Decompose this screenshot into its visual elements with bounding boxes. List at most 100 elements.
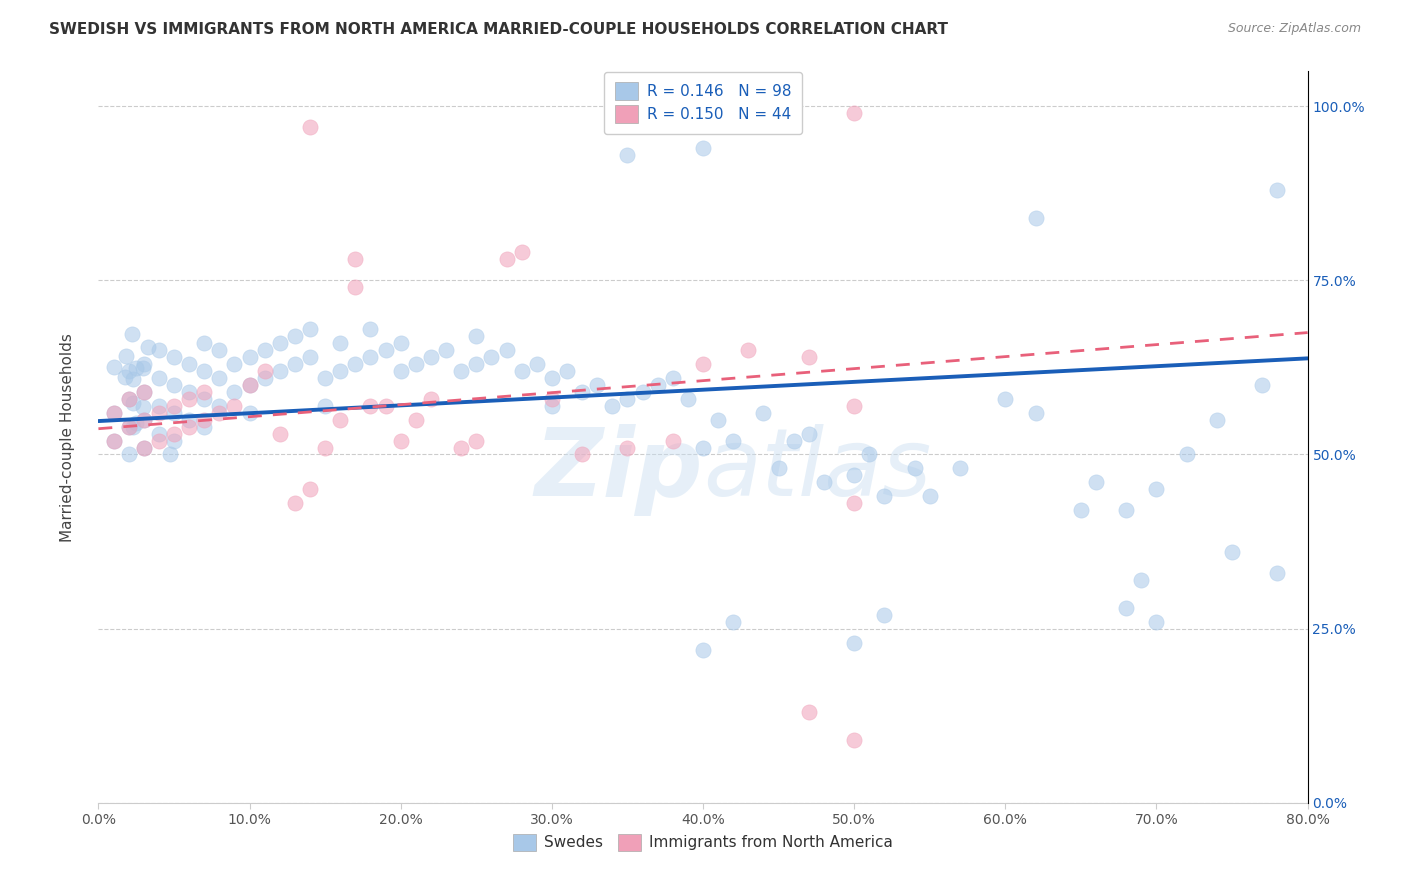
Point [193,392,215,406]
Point [131,360,153,375]
Point [118,448,141,462]
Point [269,426,291,441]
Point [329,364,352,378]
Point [208,371,231,385]
Point [131,400,153,414]
Point [125,416,148,430]
Point [813,475,835,490]
Point [148,399,170,413]
Legend: Swedes, Immigrants from North America: Swedes, Immigrants from North America [508,828,898,857]
Point [1085,475,1108,490]
Point [465,434,488,448]
Point [193,384,215,399]
Point [1070,503,1092,517]
Point [873,489,896,503]
Point [299,483,322,497]
Point [873,607,896,622]
Y-axis label: Married-couple Households: Married-couple Households [60,333,75,541]
Point [224,399,246,413]
Point [179,384,201,399]
Point [179,412,201,426]
Point [797,705,820,719]
Point [314,399,336,413]
Point [132,384,155,399]
Point [571,384,593,399]
Point [239,377,262,392]
Point [193,364,215,378]
Point [132,412,155,426]
Point [125,361,148,376]
Point [136,340,159,354]
Point [148,406,170,420]
Point [148,434,170,448]
Point [193,412,215,426]
Point [661,371,683,385]
Point [103,406,125,420]
Point [118,392,141,406]
Point [647,377,669,392]
Point [193,336,215,351]
Point [374,343,396,357]
Point [949,461,972,475]
Point [163,434,186,448]
Point [844,468,866,483]
Point [465,329,488,343]
Point [122,396,145,410]
Point [1206,412,1229,426]
Point [844,635,866,649]
Point [148,426,170,441]
Point [163,350,186,364]
Point [434,343,457,357]
Point [118,364,141,378]
Point [103,359,125,374]
Point [208,406,231,420]
Point [344,252,367,267]
Point [631,384,654,399]
Point [420,350,443,364]
Point [103,406,125,420]
Point [299,322,322,336]
Point [208,343,231,357]
Point [239,377,262,392]
Point [918,489,941,503]
Point [314,371,336,385]
Point [586,377,609,392]
Point [783,434,806,448]
Point [132,412,155,426]
Point [114,370,136,384]
Text: Source: ZipAtlas.com: Source: ZipAtlas.com [1227,22,1361,36]
Point [555,364,578,378]
Point [132,441,155,455]
Point [495,252,517,267]
Point [616,392,638,406]
Point [752,406,775,420]
Point [723,434,745,448]
Point [360,322,382,336]
Point [118,392,141,406]
Point [132,384,155,399]
Point [692,141,714,155]
Point [723,615,745,629]
Point [797,350,820,364]
Point [132,441,155,455]
Text: SWEDISH VS IMMIGRANTS FROM NORTH AMERICA MARRIED-COUPLE HOUSEHOLDS CORRELATION C: SWEDISH VS IMMIGRANTS FROM NORTH AMERICA… [49,22,948,37]
Point [299,120,322,134]
Point [465,357,488,371]
Point [1220,545,1243,559]
Point [1024,211,1046,225]
Point [269,336,291,351]
Text: Zip: Zip [534,424,703,516]
Point [389,364,412,378]
Point [208,399,231,413]
Point [329,412,352,426]
Point [1115,600,1137,615]
Point [692,441,714,455]
Point [1024,406,1046,420]
Point [844,106,866,120]
Point [1267,566,1289,580]
Point [239,406,262,420]
Point [904,461,927,475]
Point [692,642,714,657]
Point [526,357,548,371]
Point [163,406,186,420]
